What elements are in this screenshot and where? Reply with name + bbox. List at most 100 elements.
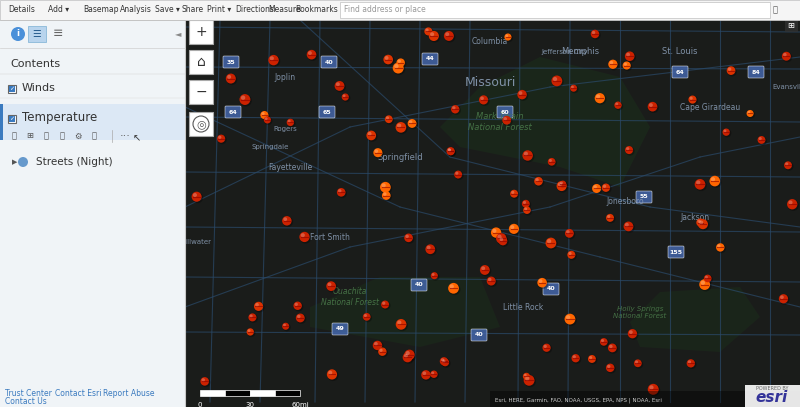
Circle shape	[594, 185, 597, 189]
Text: 65: 65	[322, 109, 331, 114]
Circle shape	[397, 58, 405, 67]
Circle shape	[405, 350, 416, 361]
Circle shape	[704, 275, 713, 284]
Circle shape	[723, 129, 726, 132]
Circle shape	[397, 320, 402, 325]
Circle shape	[404, 350, 414, 360]
Circle shape	[504, 33, 511, 41]
Circle shape	[634, 360, 643, 369]
Circle shape	[382, 302, 386, 305]
Circle shape	[698, 219, 708, 229]
Circle shape	[408, 119, 417, 128]
Circle shape	[566, 315, 570, 319]
Circle shape	[409, 120, 412, 124]
Circle shape	[747, 110, 755, 118]
Text: 🖼: 🖼	[91, 131, 97, 140]
Circle shape	[430, 272, 438, 279]
Text: −: −	[195, 85, 207, 99]
Text: Contact Esri: Contact Esri	[55, 389, 102, 398]
Circle shape	[560, 181, 568, 189]
Bar	[9, 86, 15, 92]
Circle shape	[622, 61, 630, 70]
Circle shape	[382, 301, 390, 310]
Circle shape	[268, 55, 278, 66]
Circle shape	[626, 53, 630, 57]
Circle shape	[200, 377, 209, 386]
Circle shape	[591, 30, 601, 40]
Circle shape	[566, 230, 575, 239]
Circle shape	[255, 303, 259, 306]
Text: Mark Twain
National Forest: Mark Twain National Forest	[468, 112, 532, 132]
Circle shape	[625, 51, 634, 61]
Circle shape	[557, 182, 568, 193]
Circle shape	[780, 295, 784, 299]
Circle shape	[246, 328, 254, 336]
Circle shape	[226, 74, 236, 83]
Text: 60mi: 60mi	[291, 402, 309, 407]
Circle shape	[727, 67, 737, 77]
Circle shape	[282, 323, 290, 331]
FancyBboxPatch shape	[189, 50, 213, 74]
Circle shape	[262, 112, 265, 115]
Circle shape	[553, 77, 557, 81]
Circle shape	[609, 60, 619, 70]
Circle shape	[440, 358, 450, 367]
Circle shape	[592, 31, 595, 34]
Circle shape	[624, 63, 627, 66]
Circle shape	[479, 95, 488, 105]
Text: 0: 0	[198, 402, 202, 407]
Circle shape	[557, 181, 566, 191]
Text: Directions: Directions	[235, 6, 274, 15]
Text: Print ▾: Print ▾	[207, 6, 231, 15]
Circle shape	[593, 184, 602, 195]
Circle shape	[394, 64, 398, 68]
Circle shape	[524, 375, 536, 387]
Circle shape	[450, 284, 454, 289]
Circle shape	[548, 158, 555, 166]
Circle shape	[509, 224, 519, 234]
Circle shape	[430, 370, 438, 378]
Circle shape	[193, 193, 197, 197]
Circle shape	[488, 278, 491, 281]
Circle shape	[393, 63, 404, 74]
Circle shape	[404, 354, 408, 358]
Text: ◄: ◄	[174, 29, 182, 39]
Text: 40: 40	[414, 282, 423, 287]
Circle shape	[283, 324, 286, 326]
Circle shape	[338, 188, 347, 198]
Circle shape	[614, 102, 623, 110]
FancyBboxPatch shape	[319, 106, 335, 118]
FancyBboxPatch shape	[189, 20, 213, 44]
Bar	[0, 20, 185, 407]
Circle shape	[382, 192, 392, 201]
Circle shape	[522, 150, 533, 161]
Text: Save ▾: Save ▾	[155, 6, 180, 15]
FancyBboxPatch shape	[422, 53, 438, 65]
Circle shape	[592, 184, 601, 193]
Circle shape	[425, 28, 434, 37]
Text: 44: 44	[426, 57, 434, 61]
Text: 40: 40	[546, 287, 555, 291]
Circle shape	[378, 348, 386, 356]
Circle shape	[307, 50, 318, 61]
Circle shape	[366, 131, 376, 140]
Circle shape	[218, 136, 222, 139]
Circle shape	[686, 359, 695, 368]
Circle shape	[342, 94, 350, 102]
Circle shape	[590, 30, 599, 38]
Circle shape	[296, 313, 305, 322]
Circle shape	[382, 183, 386, 188]
Circle shape	[430, 31, 440, 42]
Circle shape	[481, 266, 491, 276]
Bar	[185, 20, 800, 407]
Circle shape	[327, 282, 331, 287]
Text: 60: 60	[501, 109, 510, 114]
Circle shape	[227, 75, 231, 79]
Circle shape	[342, 94, 346, 97]
Circle shape	[523, 201, 526, 204]
Circle shape	[571, 354, 580, 362]
Circle shape	[249, 314, 258, 323]
Text: Stillwater: Stillwater	[178, 239, 211, 245]
Text: Esri, HERE, Garmin, FAO, NOAA, USGS, EPA, NPS | NOAA, Esri: Esri, HERE, Garmin, FAO, NOAA, USGS, EPA…	[495, 397, 662, 403]
Circle shape	[546, 238, 558, 250]
